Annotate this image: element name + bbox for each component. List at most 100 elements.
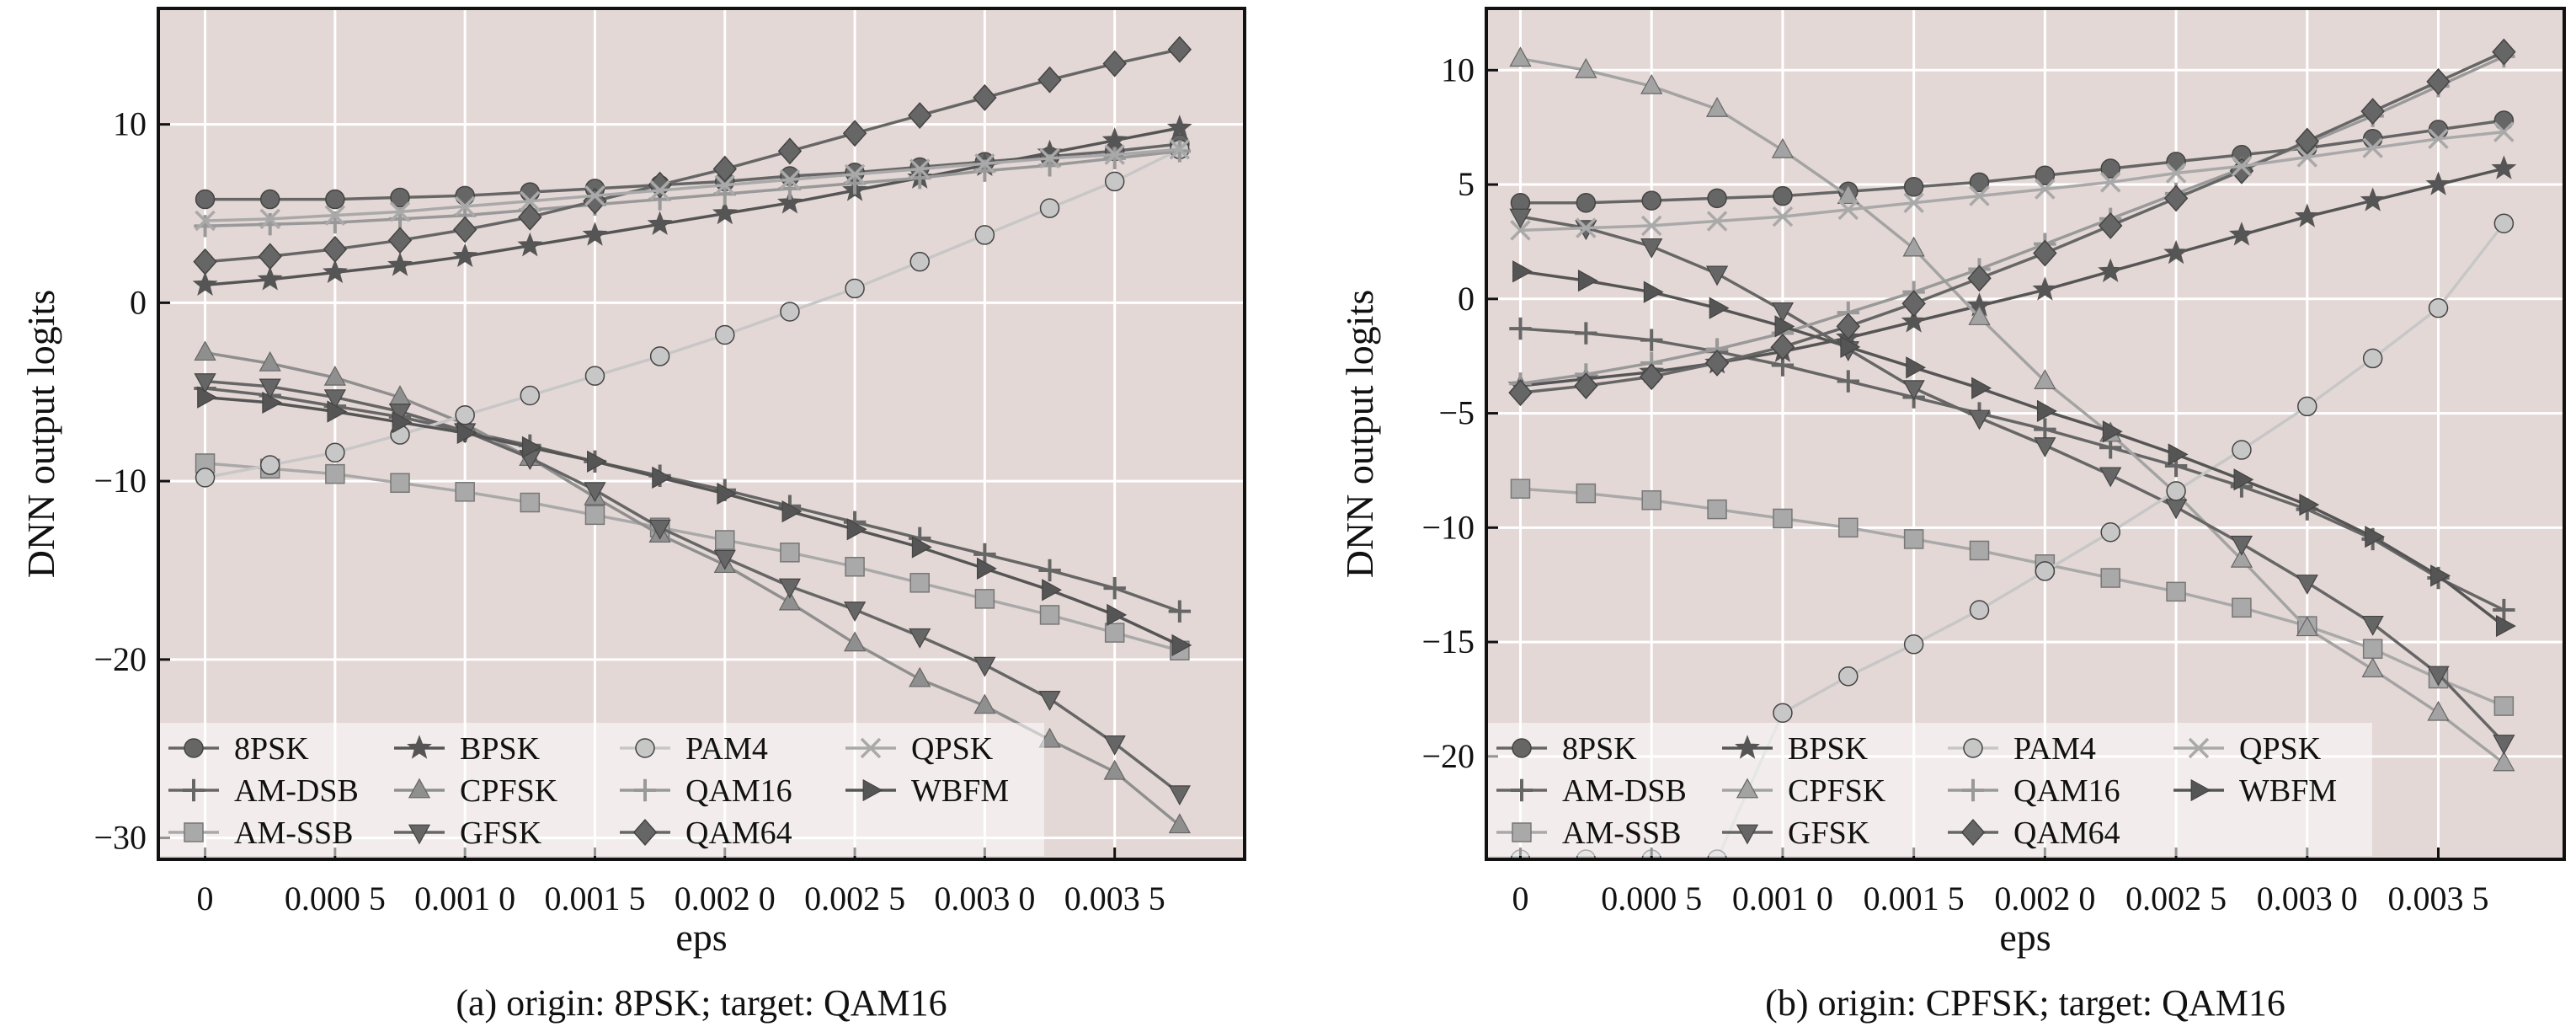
data-point-qpsk	[520, 190, 541, 211]
data-point-pam4	[195, 468, 216, 488]
x-tick-label: 0.003 0	[2257, 880, 2358, 917]
data-point-pam4	[1903, 634, 1924, 655]
data-point-pam4	[1104, 171, 1125, 192]
data-point-qam64	[2099, 211, 2123, 239]
data-point-pam4	[2100, 521, 2120, 543]
data-point-qpsk	[974, 152, 995, 174]
data-point-qpsk	[584, 185, 605, 206]
data-point-8psk	[2428, 120, 2449, 140]
data-point-bpsk	[2032, 276, 2058, 301]
data-point-qpsk	[2231, 156, 2253, 177]
axes-frame	[1485, 7, 2566, 861]
data-point-pam4	[520, 385, 541, 406]
legend-entry-am-ssb: AM-SSB	[168, 815, 354, 851]
legend-label: 8PSK	[1562, 731, 1637, 767]
data-point-wbfm	[1577, 269, 1598, 292]
series-qpsk	[1510, 121, 2515, 241]
x-tick-label: 0.002 5	[2125, 880, 2227, 917]
data-point-am-ssb	[1903, 529, 1924, 549]
data-point-cpfsk	[1705, 97, 1729, 117]
data-point-am-dsb	[1103, 576, 1126, 600]
data-point-gfsk	[713, 549, 736, 570]
ticks: 0 0.000 5 0.001 0 0.001 5 0.002 0 0.002 5 0.00…	[93, 105, 1165, 917]
data-point-qam64	[1640, 363, 1664, 391]
data-point-pam4	[455, 405, 475, 425]
data-point-gfsk	[2493, 735, 2515, 755]
data-point-gfsk	[1705, 265, 1729, 286]
x-tick-label: 0.001 5	[544, 880, 645, 917]
legend-label: BPSK	[1788, 731, 1869, 767]
legend-marker-qam64	[1960, 819, 1986, 846]
series-line-qam64	[205, 47, 1181, 264]
data-point-wbfm	[2299, 494, 2320, 516]
legend-label: QAM16	[2013, 773, 2120, 809]
y-tick-label: −10	[93, 462, 147, 500]
y-tick-label: −15	[1421, 623, 1475, 660]
data-point-pam4	[2493, 213, 2515, 233]
data-point-am-ssb	[780, 543, 800, 563]
x-tick-label: 0.000 5	[1601, 880, 1702, 917]
data-point-wbfm	[327, 400, 348, 423]
legend-marker-pam4	[635, 738, 655, 758]
data-point-gfsk	[843, 602, 867, 623]
legend-marker-bpsk	[1735, 735, 1760, 759]
legend-marker-bpsk	[407, 735, 432, 759]
data-point-gfsk	[1771, 302, 1795, 323]
data-point-bpsk	[2294, 203, 2320, 227]
x-tick-label: 0	[1512, 880, 1528, 917]
data-point-am-dsb	[973, 543, 996, 566]
data-point-gfsk	[2099, 467, 2122, 488]
data-point-qpsk	[909, 158, 931, 179]
legend-label: AM-SSB	[234, 815, 354, 851]
data-point-8psk	[1903, 177, 1924, 197]
legend-marker-pam4	[1963, 738, 1983, 758]
x-tick-label: 0.001 0	[414, 880, 515, 917]
y-tick-label: 10	[113, 105, 147, 143]
data-point-qam64	[193, 248, 217, 275]
data-point-qpsk	[1576, 217, 1597, 238]
data-point-gfsk	[1168, 785, 1191, 806]
data-point-8psk	[1576, 193, 1597, 213]
series-wbfm	[1512, 260, 2516, 638]
data-point-qam64	[1704, 349, 1730, 377]
data-point-am-ssb	[909, 573, 930, 593]
series-line-gfsk	[1520, 215, 2505, 744]
legend-label: PAM4	[2013, 731, 2096, 767]
data-point-qpsk	[714, 174, 736, 195]
data-point-qam64	[2492, 38, 2516, 66]
data-point-bpsk	[322, 259, 348, 284]
series-line-gfsk	[205, 379, 1181, 795]
axes-frame	[157, 7, 1246, 861]
series-line-qam16	[205, 149, 1180, 228]
data-point-qam64	[1901, 290, 1926, 318]
data-point-cpfsk	[323, 365, 346, 386]
legend-label: BPSK	[460, 731, 541, 767]
data-point-qam64	[258, 243, 282, 270]
data-point-am-ssb	[974, 589, 995, 609]
series-line-8psk	[1520, 119, 2504, 205]
data-point-qpsk	[259, 208, 280, 230]
data-point-qam64	[1836, 313, 1860, 340]
data-point-qpsk	[779, 169, 801, 190]
data-point-bpsk	[1901, 308, 1927, 333]
data-point-wbfm	[392, 411, 413, 434]
x-axis-label: eps	[675, 916, 727, 959]
data-point-8psk	[325, 189, 345, 210]
data-point-bpsk	[1166, 115, 1192, 139]
data-point-qam64	[777, 137, 803, 165]
y-tick-label: −5	[1438, 394, 1475, 432]
data-point-qpsk	[1969, 185, 1990, 206]
data-point-wbfm	[2430, 564, 2451, 587]
legend-label: CPFSK	[1788, 773, 1886, 809]
data-point-wbfm	[2495, 614, 2516, 638]
data-point-qam64	[2426, 67, 2451, 95]
legend-label: GFSK	[1788, 815, 1870, 851]
series-qam64	[193, 35, 1192, 275]
data-point-qpsk	[1706, 211, 1728, 232]
data-point-bpsk	[257, 266, 283, 291]
data-point-qpsk	[2493, 121, 2515, 142]
data-point-pam4	[715, 324, 735, 345]
data-point-qam64	[648, 171, 672, 199]
series-line-pam4	[205, 147, 1181, 479]
series-qam64	[1508, 38, 2516, 407]
